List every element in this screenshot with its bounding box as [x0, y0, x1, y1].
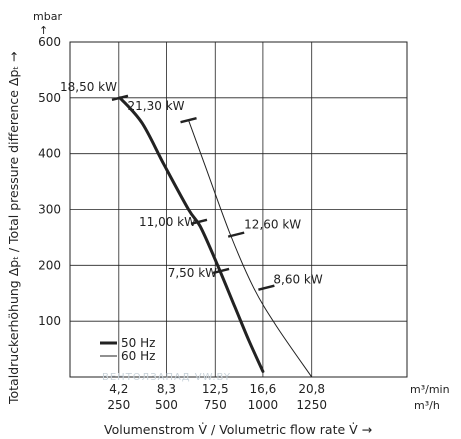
y-unit-label: mbar [33, 10, 62, 23]
x-tick-label-min: 16,6 [250, 382, 277, 396]
power-label: 7,50 kW [168, 266, 217, 280]
x-tick-label-min: 4,2 [109, 382, 128, 396]
power-marker [212, 267, 230, 275]
power-marker [111, 94, 129, 101]
series-layer: 18,50 kW 11,00 kW 7,50 kW 21,30 kW 12,60 kW 8… [60, 80, 323, 378]
plot-frame [69, 41, 408, 378]
x-tick-label-h: 500 [155, 398, 178, 412]
series-line-50hz [118, 96, 265, 373]
power-label: 21,30 kW [128, 99, 185, 113]
legend-label-60hz: 60 Hz [121, 349, 155, 363]
grid [70, 42, 407, 377]
y-axis-title: Totaldruckerhöhung Δpₜ / Total pressure … [6, 51, 21, 405]
series-line-60hz [188, 119, 313, 378]
x-tick-label-h: 1000 [248, 398, 279, 412]
y-tick-label: 600 [38, 35, 61, 49]
x-axis-title: Volumenstrom V̇ / Volumetric flow rate V… [104, 422, 372, 437]
tick-labels: 100 200 300 400 500 600 4,2 250 8,3 500 12,5 750 16,… [38, 35, 327, 412]
watermark: ВЕНТОЛЗАПАД VW.BY [102, 372, 231, 383]
y-tick-label: 200 [38, 258, 61, 272]
power-marker [258, 284, 275, 291]
x-tick-label-min: 8,3 [157, 382, 176, 396]
power-label: 8,60 kW [273, 273, 322, 287]
x-tick-label-min: 12,5 [202, 382, 229, 396]
y-tick-label: 100 [38, 314, 61, 328]
y-arrow: ↑ [39, 24, 48, 37]
x-unit-min: m³/min [410, 383, 450, 396]
power-marker [180, 117, 197, 124]
x-tick-label-h: 250 [107, 398, 130, 412]
power-label: 18,50 kW [60, 80, 117, 94]
power-marker [227, 231, 245, 238]
x-tick-label-h: 750 [204, 398, 227, 412]
y-tick-label: 300 [38, 203, 61, 217]
legend-label-50hz: 50 Hz [121, 336, 155, 350]
y-tick-label: 400 [38, 147, 61, 161]
y-tick-label: 500 [38, 91, 61, 105]
x-tick-label-h: 1250 [296, 398, 327, 412]
x-tick-label-min: 20,8 [298, 382, 325, 396]
legend: 50 Hz 60 Hz [100, 336, 155, 363]
power-marker [190, 218, 208, 225]
power-label: 12,60 kW [244, 218, 301, 232]
power-label: 11,00 kW [139, 215, 196, 229]
x-unit-h: m³/h [414, 399, 440, 412]
